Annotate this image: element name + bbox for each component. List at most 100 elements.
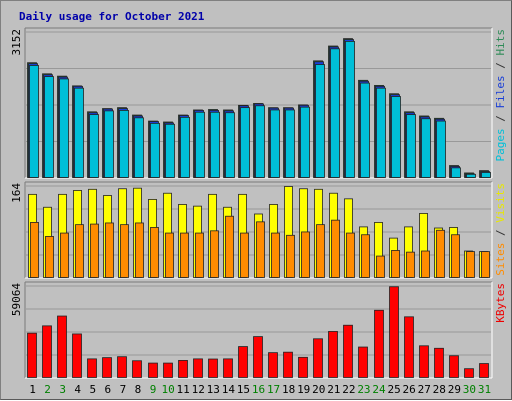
x-tick-day-11: 11 [177,383,190,396]
x-tick-day-31: 31 [478,383,491,396]
x-tick-day-5: 5 [89,383,96,396]
x-tick-day-12: 12 [192,383,205,396]
bar-pages-day-23 [360,82,370,178]
bar-sites-day-10 [165,232,174,278]
bar-sites-day-21 [331,219,340,278]
bar-kbytes-day-23 [358,346,368,378]
bar-kbytes-day-11 [178,360,188,378]
bar-pages-day-8 [134,117,144,178]
bar-pages-day-12 [195,111,205,178]
x-tick-day-26: 26 [403,383,416,396]
x-tick-day-27: 27 [418,383,431,396]
bar-pages-day-3 [59,78,69,178]
bar-kbytes-day-29 [449,355,459,378]
bar-sites-day-29 [451,234,460,278]
ymax-label-middle: 164 [10,183,23,203]
x-tick-day-23: 23 [357,383,370,396]
bar-pages-day-9 [150,122,160,178]
bar-kbytes-day-28 [434,347,444,378]
x-tick-day-29: 29 [448,383,461,396]
x-tick-day-22: 22 [342,383,355,396]
x-tick-day-4: 4 [74,383,81,396]
bar-pages-day-2 [44,76,54,178]
bar-kbytes-day-20 [313,338,323,378]
x-tick-day-8: 8 [135,383,142,396]
bar-sites-day-30 [466,251,475,278]
bar-pages-day-16 [255,105,265,178]
x-tick-day-16: 16 [252,383,265,396]
bar-kbytes-day-4 [72,333,82,378]
x-tick-day-9: 9 [150,383,157,396]
bar-kbytes-day-27 [419,345,429,378]
bar-pages-day-11 [180,116,190,178]
bar-pages-day-19 [300,106,310,178]
bar-sites-day-26 [406,251,415,278]
bar-kbytes-day-25 [389,286,399,378]
bar-pages-day-7 [119,110,129,178]
bar-pages-day-6 [104,110,114,178]
bar-sites-day-12 [195,232,204,278]
bar-pages-day-20 [315,64,325,178]
legend-entry: KBytes [494,283,507,323]
chart-title: Daily usage for October 2021 [19,10,205,23]
bar-pages-day-21 [330,48,340,178]
bar-sites-day-22 [346,232,355,278]
bar-sites-day-18 [286,234,295,278]
panel-middle: 164 Sites / Visits [10,181,507,279]
bar-pages-day-18 [285,109,295,178]
bar-kbytes-day-3 [57,315,67,378]
x-tick-day-24: 24 [372,383,386,396]
bar-pages-day-17 [270,109,280,178]
legend-entry: / [494,109,507,129]
legend-entry: / [494,56,507,76]
bar-pages-day-30 [466,173,476,178]
bar-kbytes-day-16 [253,336,263,378]
bar-kbytes-day-15 [238,346,248,378]
legend-entry: Visits [494,183,507,223]
bar-pages-day-15 [240,107,250,178]
x-tick-day-28: 28 [433,383,446,396]
legend-entry: Sites [494,243,507,276]
x-tick-day-19: 19 [297,383,310,396]
bar-pages-day-25 [391,96,401,178]
x-tick-day-18: 18 [282,383,295,396]
bar-kbytes-day-1 [27,332,37,378]
bar-pages-day-28 [436,120,446,178]
legend-middle: Sites / Visits [494,183,507,276]
bar-sites-day-3 [60,232,69,278]
bar-pages-day-4 [74,87,84,178]
x-tick-day-3: 3 [59,383,66,396]
bar-kbytes-day-21 [328,331,338,378]
ymax-label-top: 3152 [10,29,23,56]
bar-pages-day-10 [165,123,175,178]
bar-kbytes-day-7 [117,356,127,378]
bar-sites-day-11 [180,232,189,278]
bar-pages-day-29 [451,167,461,178]
bar-kbytes-day-6 [102,357,112,378]
x-tick-day-20: 20 [312,383,325,396]
bar-sites-day-6 [105,222,114,278]
x-tick-day-13: 13 [207,383,220,396]
legend-bottom: KBytes [494,283,507,323]
bar-pages-day-31 [481,172,491,178]
x-tick-day-7: 7 [120,383,127,396]
bar-sites-day-5 [90,223,99,278]
x-tick-day-17: 17 [267,383,280,396]
bar-sites-day-9 [150,227,159,278]
bar-kbytes-day-5 [87,358,97,378]
bar-kbytes-day-9 [148,362,158,378]
bar-sites-day-17 [271,232,280,278]
x-tick-day-25: 25 [387,383,400,396]
legend-entry: Files [494,75,507,108]
bar-sites-day-25 [391,250,400,278]
bar-kbytes-day-2 [42,325,52,378]
x-tick-day-21: 21 [327,383,340,396]
x-tick-day-1: 1 [29,383,36,396]
legend-top: Pages / Files / Hits [494,29,507,162]
bar-pages-day-22 [345,40,355,178]
x-tick-day-14: 14 [222,383,236,396]
bar-sites-day-24 [376,255,385,278]
bar-kbytes-day-8 [132,360,142,378]
bar-sites-day-15 [240,232,249,278]
